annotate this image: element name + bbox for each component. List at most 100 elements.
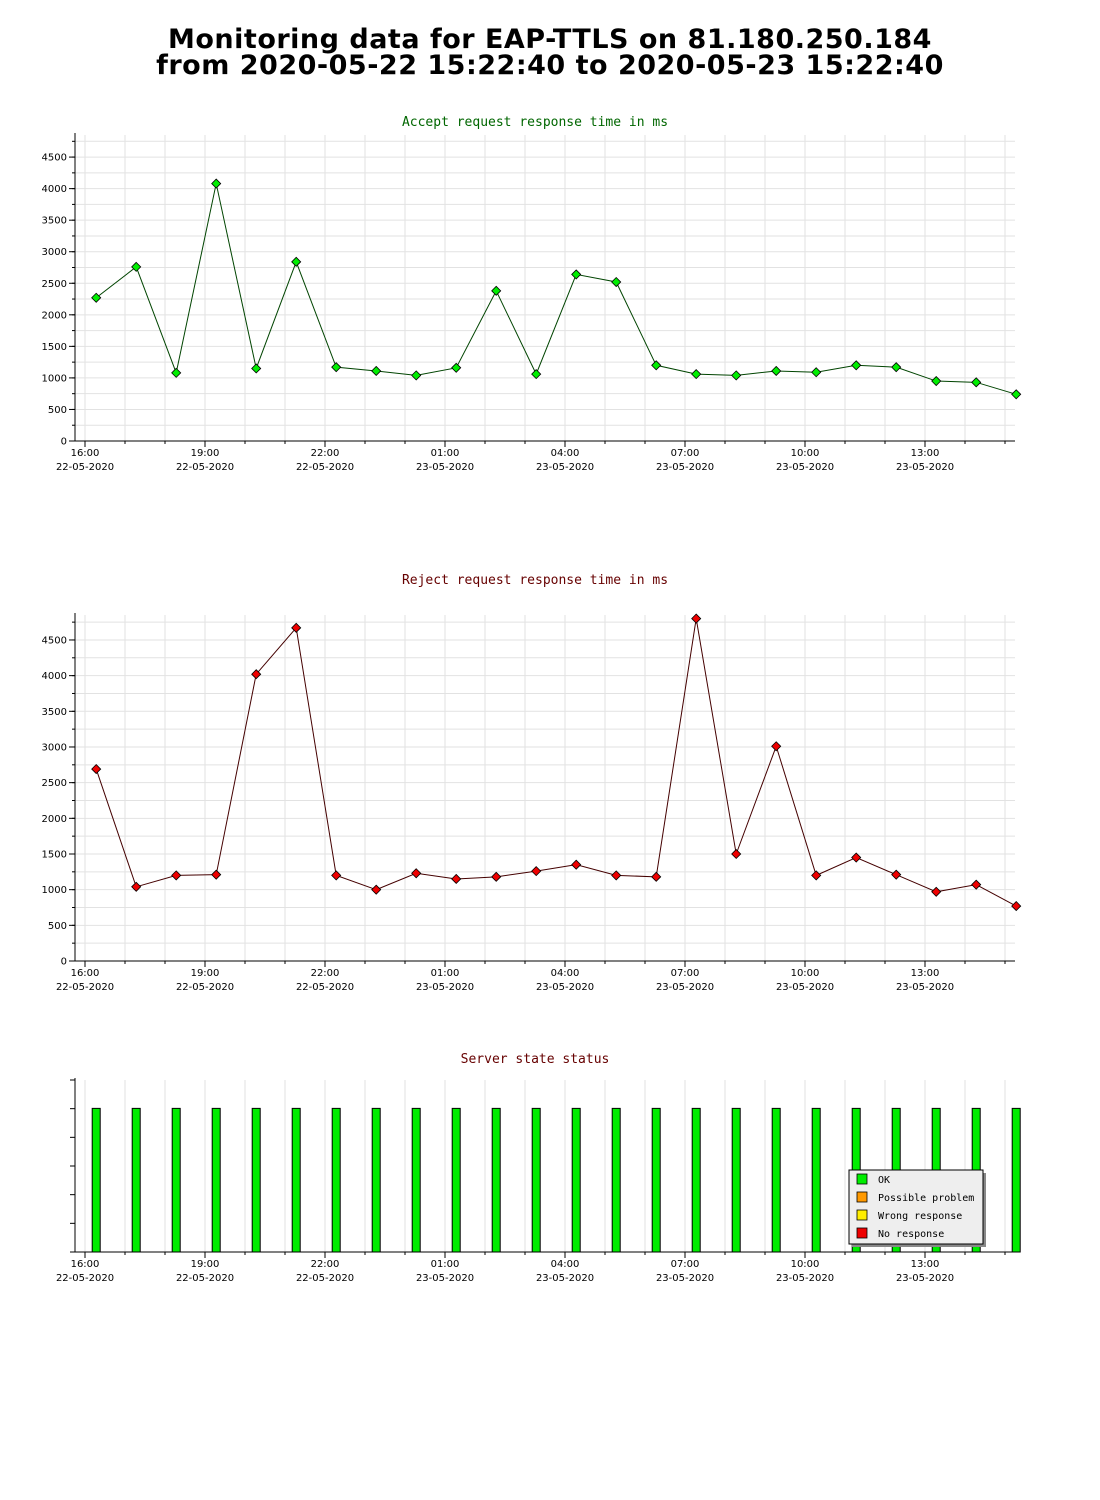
legend: OK Possible problem Wrong response No respo… [848,1169,986,1247]
data-point [371,884,382,895]
data-point [531,866,542,877]
x-tick-label-time: 16:00 [71,1259,100,1270]
status-bar [1011,1107,1021,1253]
legend-swatch [856,1227,868,1239]
legend-label: OK [878,1175,890,1186]
data-point [331,362,342,373]
data-point [171,870,182,881]
x-tick-label-date: 22-05-2020 [56,462,114,473]
y-tick-label: 1500 [42,342,67,353]
data-point [131,881,142,892]
x-tick-label-time: 22:00 [311,968,340,979]
x-tick-label-date: 23-05-2020 [656,982,714,993]
x-tick-label-date: 23-05-2020 [536,982,594,993]
y-tick-label: 4500 [42,153,67,164]
x-tick-label-date: 22-05-2020 [296,1273,354,1284]
data-point [251,363,262,374]
data-point [851,360,862,371]
x-tick-label-time: 04:00 [551,968,580,979]
x-tick-label-date: 23-05-2020 [416,982,474,993]
data-point [371,365,382,377]
data-point [611,870,622,881]
data-point [691,613,702,624]
y-tick-label: 1000 [42,373,67,384]
x-tick-label-time: 19:00 [191,1259,220,1270]
data-point [291,256,302,267]
data-point [891,869,902,880]
y-tick-label: 4000 [42,671,67,682]
legend-swatch [856,1209,868,1221]
status-bar [491,1107,501,1253]
status-bar [211,1107,221,1253]
x-tick-label-time: 22:00 [311,1259,340,1270]
x-tick-label-time: 19:00 [191,448,220,459]
data-point [651,871,662,882]
status-bar [91,1107,101,1253]
data-point [491,871,502,882]
data-point [771,741,782,752]
x-tick-label-time: 13:00 [911,448,940,459]
x-tick-label-date: 23-05-2020 [416,462,474,473]
x-tick-label-date: 23-05-2020 [776,982,834,993]
x-tick-label-date: 22-05-2020 [296,462,354,473]
legend-label: Wrong response [878,1211,962,1222]
x-tick-label-date: 22-05-2020 [176,1273,234,1284]
status-bar [811,1107,821,1253]
y-tick-label: 1000 [42,885,67,896]
x-tick-label-time: 07:00 [671,968,700,979]
data-point [451,362,462,373]
x-tick-label-date: 23-05-2020 [536,462,594,473]
series-line [95,618,1017,907]
data-point [1011,901,1022,912]
y-tick-label: 0 [61,957,67,968]
x-tick-label-time: 04:00 [551,1259,580,1270]
x-tick-label-time: 10:00 [791,448,820,459]
data-point [211,178,222,189]
data-point [491,285,502,296]
data-point [171,367,182,378]
data-point [571,859,582,870]
x-tick-label-date: 22-05-2020 [176,462,234,473]
data-point [891,362,902,373]
y-tick-label: 4500 [42,635,67,646]
x-tick-label-date: 22-05-2020 [296,982,354,993]
y-tick-label: 2500 [42,778,67,789]
x-tick-label-time: 07:00 [671,1259,700,1270]
data-point [851,852,862,863]
data-point [411,868,422,879]
x-tick-label-date: 23-05-2020 [896,1273,954,1284]
chart-title: Accept request response time in ms [402,115,668,130]
x-tick-label-date: 23-05-2020 [656,1273,714,1284]
status-bar [771,1107,781,1253]
y-tick-label: 500 [48,405,67,416]
x-tick-label-time: 16:00 [71,968,100,979]
x-tick-label-date: 23-05-2020 [416,1273,474,1284]
status-bar [411,1107,421,1253]
data-point [531,369,542,380]
page-title-line-1: Monitoring data for EAP-TTLS on 81.180.2… [168,24,932,55]
chart-title: Reject request response time in ms [402,573,668,588]
x-tick-label-time: 01:00 [431,968,460,979]
chart-3: Server state status 16:00 22-05-2020 19:00 2… [56,1052,1021,1284]
legend-label: No response [878,1229,944,1240]
x-tick-label-date: 23-05-2020 [896,462,954,473]
data-point [811,367,822,378]
x-tick-label-time: 04:00 [551,448,580,459]
x-tick-label-time: 01:00 [431,1259,460,1270]
status-bar [371,1107,381,1253]
status-bar [291,1107,301,1253]
data-point [291,622,302,633]
chart-1: Accept request response time in ms 16:00 2… [42,115,1022,473]
x-tick-label-date: 23-05-2020 [656,462,714,473]
data-point [331,870,342,881]
legend-swatch [856,1191,868,1203]
data-point [611,276,622,288]
status-bar [331,1107,341,1253]
data-point [731,848,742,860]
data-point [91,292,102,303]
legend-box [848,1169,984,1245]
y-tick-label: 3500 [42,216,67,227]
status-bar [131,1107,141,1253]
status-bar [731,1107,741,1253]
data-point [971,879,982,890]
